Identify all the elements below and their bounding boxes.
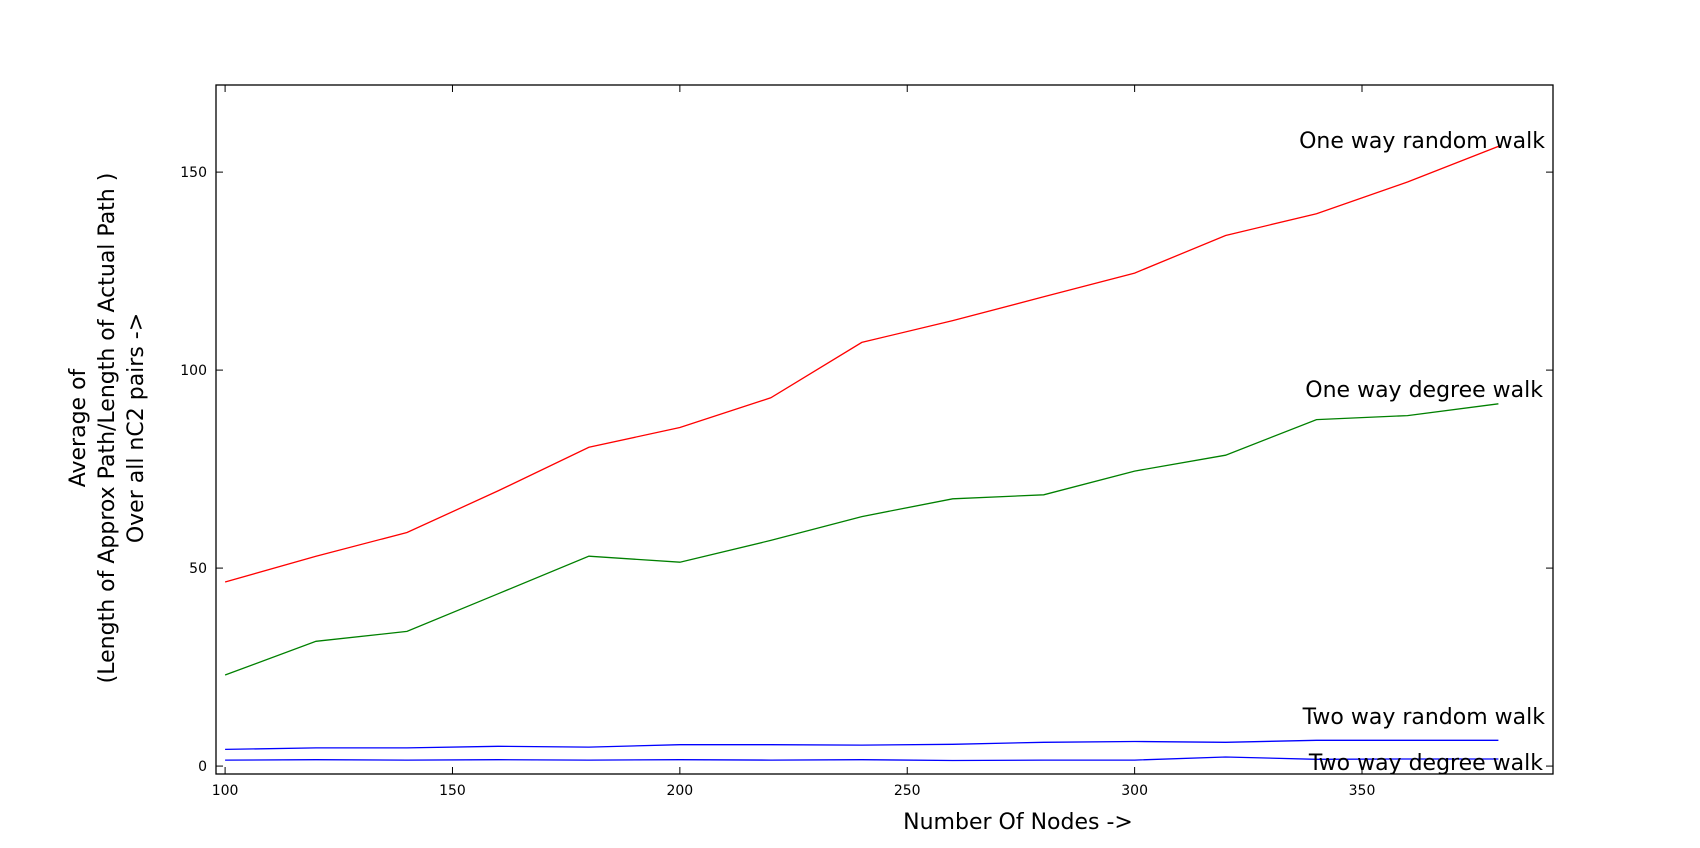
x-axis-label: Number Of Nodes -> bbox=[903, 810, 1133, 835]
annotation-two-way-random-walk: Two way random walk bbox=[1302, 705, 1546, 730]
series-line-one-way-degree-walk bbox=[224, 403, 1499, 676]
series-lines bbox=[224, 145, 1499, 762]
series-line-two-way-degree-walk bbox=[225, 756, 1499, 762]
y-tick-label: 150 bbox=[180, 165, 207, 181]
y-axis-label-line-3: Over all nC2 pairs -> bbox=[124, 313, 149, 543]
x-tick-label: 350 bbox=[1349, 783, 1376, 799]
series-line-two-way-random-walk bbox=[225, 739, 1499, 751]
y-tick-label: 50 bbox=[189, 561, 207, 577]
plot-area bbox=[215, 84, 1554, 775]
y-axis-label: Average of (Length of Approx Path/Length… bbox=[66, 173, 149, 684]
x-tick-label: 300 bbox=[1121, 783, 1148, 799]
x-tick-label: 150 bbox=[439, 783, 466, 799]
x-tick-label: 250 bbox=[894, 783, 921, 799]
axis-ticks bbox=[216, 85, 1553, 774]
y-tick-label: 0 bbox=[198, 759, 207, 775]
x-tick-label: 100 bbox=[212, 783, 239, 799]
y-axis-label-line-2: (Length of Approx Path/Length of Actual … bbox=[95, 173, 120, 684]
annotation-two-way-degree-walk: Two way degree walk bbox=[1308, 751, 1543, 776]
tick-labels: 100 150 200 250 300 350 0 50 100 150 bbox=[180, 165, 1375, 799]
y-tick-label: 100 bbox=[180, 363, 207, 379]
annotation-one-way-random-walk: One way random walk bbox=[1299, 129, 1545, 154]
series-line-one-way-random-walk bbox=[224, 145, 1499, 583]
x-tick-label: 200 bbox=[666, 783, 693, 799]
y-axis-label-line-1: Average of bbox=[66, 367, 91, 487]
annotation-one-way-degree-walk: One way degree walk bbox=[1305, 378, 1543, 403]
